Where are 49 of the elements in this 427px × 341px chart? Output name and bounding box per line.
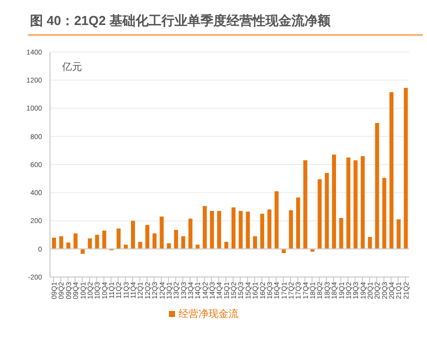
bar [354, 160, 358, 249]
bar [202, 206, 207, 249]
bar [324, 172, 329, 249]
bar [346, 157, 350, 249]
y-axis-title: 亿元 [62, 61, 82, 74]
bar [188, 218, 192, 249]
bar [210, 210, 214, 249]
bar [253, 236, 258, 249]
bar [288, 210, 293, 249]
bar [232, 207, 236, 249]
bar [360, 156, 365, 249]
bar [303, 160, 308, 249]
bar [74, 233, 78, 249]
bar [396, 219, 401, 249]
bar [145, 224, 150, 249]
bar [296, 198, 300, 249]
bar [318, 179, 322, 249]
chart-title: 图 40：21Q2 基础化工行业单季度经营性现金流净额 [29, 12, 332, 30]
bar [339, 218, 344, 249]
legend-label: 经营净现金流 [178, 309, 238, 320]
bar [160, 216, 164, 249]
bar [196, 244, 200, 249]
bar [181, 236, 186, 249]
bar [332, 154, 336, 249]
bar [382, 178, 386, 249]
bar [124, 244, 128, 249]
bar [404, 88, 408, 249]
bar [246, 212, 250, 249]
bar [66, 242, 70, 249]
bar [80, 248, 85, 254]
bar [238, 210, 243, 249]
bar [95, 234, 100, 249]
bar [102, 230, 106, 249]
bar [59, 236, 64, 249]
bar [174, 230, 178, 249]
bar [116, 228, 121, 249]
bar [224, 242, 228, 249]
bar [152, 233, 157, 249]
bar [260, 214, 264, 249]
bar [274, 191, 279, 249]
bar [217, 210, 222, 249]
bar [88, 238, 92, 249]
bar [267, 210, 272, 249]
bar [368, 236, 372, 249]
bar [138, 242, 142, 249]
bar [375, 123, 380, 249]
bar [52, 238, 56, 249]
bar [130, 220, 135, 249]
bar [389, 92, 394, 249]
